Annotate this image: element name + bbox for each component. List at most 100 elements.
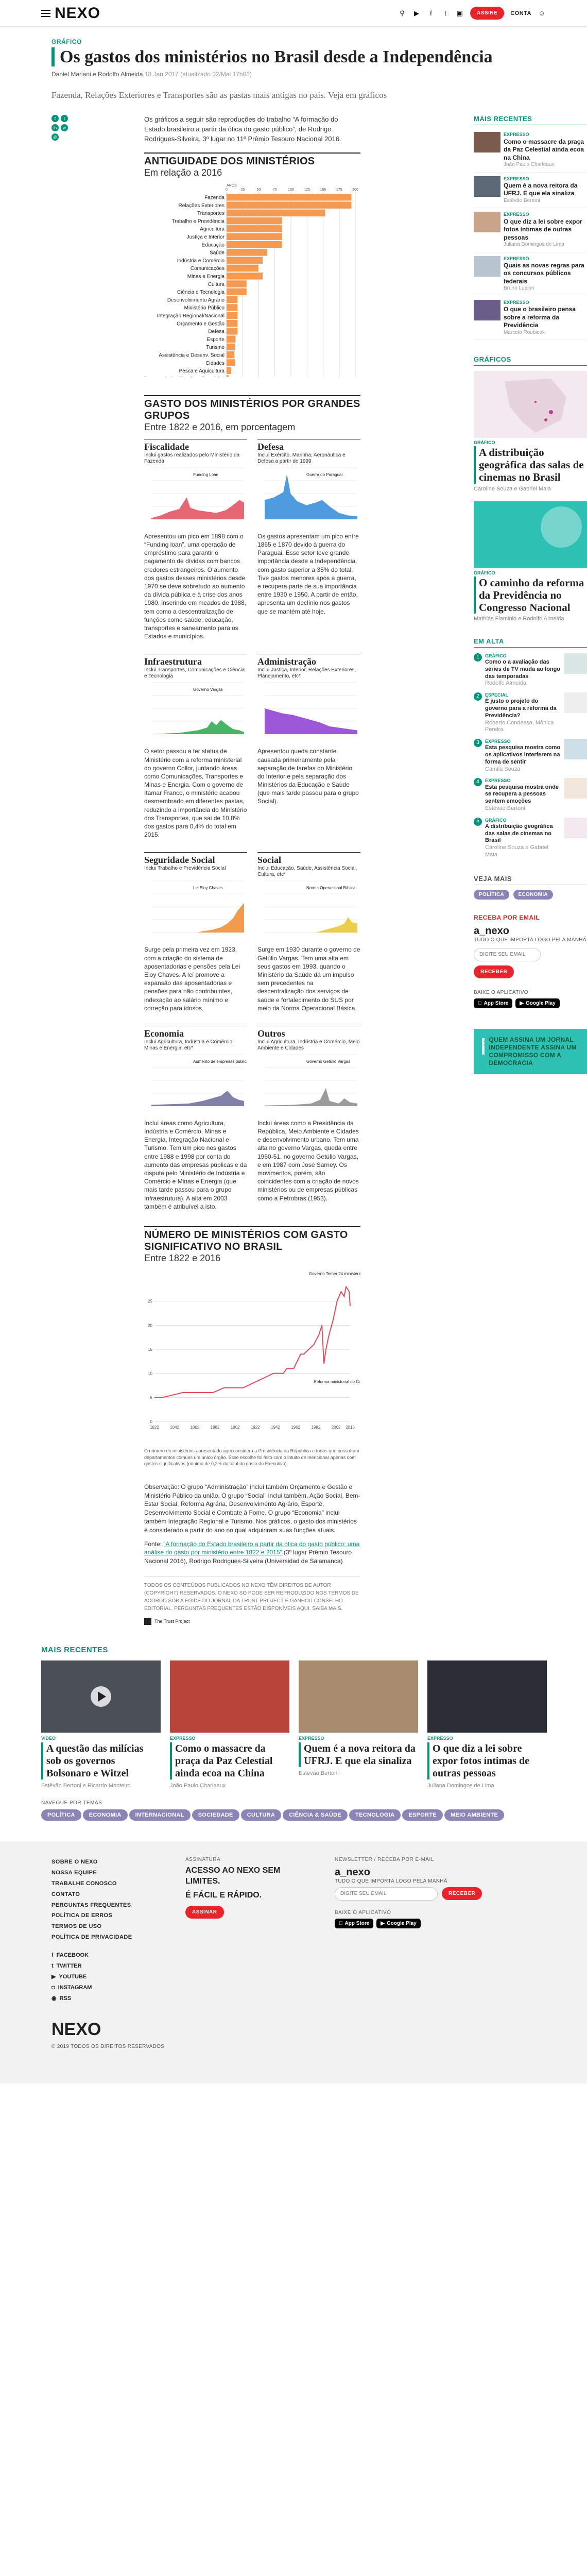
group-title: Economia bbox=[144, 1025, 247, 1039]
alta-item[interactable]: 5 GRÁFICO A distribuição geográfica das sa… bbox=[474, 815, 587, 861]
item-kicker: EXPRESSO bbox=[504, 132, 529, 138]
x-tick-label: 1842 bbox=[170, 1425, 179, 1430]
tag-economia[interactable]: ECONOMIA bbox=[513, 889, 553, 900]
alta-item[interactable]: 1 GRÁFICO Como o a avaliação das séries de… bbox=[474, 651, 587, 690]
footer-subscribe-button[interactable]: ASSINAR bbox=[185, 1906, 224, 1919]
newsletter-logo-text: a_nexo bbox=[474, 925, 509, 937]
groups-row: Seguridade Social Inclui Trabalho e Previ… bbox=[144, 852, 360, 1012]
group-chart: Governo Vargas bbox=[151, 682, 244, 735]
subscribe-promo[interactable]: QUEM ASSINA UM JORNAL INDEPENDENTE ASSIN… bbox=[474, 1028, 587, 1074]
footer-link[interactable]: TRABALHE CONOSCO bbox=[51, 1880, 117, 1887]
footer-social-label: TWITTER bbox=[56, 1962, 82, 1969]
topic-tag[interactable]: MEIO AMBIENTE bbox=[444, 1809, 505, 1821]
bar bbox=[227, 343, 235, 351]
group-text: Inclui áreas como a Presidência da Repúb… bbox=[257, 1119, 359, 1202]
sidebar-recent-item[interactable]: EXPRESSO Quem é a nova reitora da UFRJ. E… bbox=[474, 173, 587, 209]
alta-item[interactable]: 2 ESPECIAL É justo o projeto do governo pa… bbox=[474, 690, 587, 736]
user-icon[interactable]: ☺ bbox=[538, 9, 545, 17]
youtube-icon[interactable]: ▶ bbox=[413, 9, 419, 17]
article-kicker[interactable]: GRÁFICO bbox=[51, 38, 82, 45]
footer-social-link[interactable]: t TWITTER bbox=[51, 1961, 154, 1972]
menu-icon[interactable] bbox=[41, 9, 50, 17]
sidebar-grafico-item[interactable]: GRÁFICO A distribuição geográfica das sal… bbox=[474, 371, 587, 492]
item-kicker: EXPRESSO bbox=[504, 256, 529, 261]
topic-tag[interactable]: POLÍTICA bbox=[41, 1809, 81, 1821]
footer-app-store-badge[interactable]: App Store bbox=[335, 1918, 374, 1928]
item-author: Juliana Domingos de Lima bbox=[504, 242, 564, 248]
share-email-icon[interactable]: @ bbox=[51, 133, 59, 141]
share-facebook-icon[interactable]: f bbox=[51, 115, 59, 123]
topic-tag[interactable]: INTERNACIONAL bbox=[129, 1809, 191, 1821]
footer-social-label: FACEBOOK bbox=[56, 1952, 89, 1959]
footer-social-link[interactable]: ◘ INSTAGRAM bbox=[51, 1982, 154, 1993]
newsletter-submit-button[interactable]: RECEBER bbox=[474, 965, 514, 978]
bar bbox=[227, 351, 234, 359]
footer-social-link[interactable]: ▶ YOUTUBE bbox=[51, 1972, 154, 1982]
facebook-icon[interactable]: f bbox=[430, 9, 432, 17]
footer-link[interactable]: POLÍTICA DE PRIVACIDADE bbox=[51, 1934, 132, 1941]
sidebar-recent-item[interactable]: EXPRESSO O que diz a lei sobre expor foto… bbox=[474, 208, 587, 252]
group-subtitle: Inclui gastos realizados pelo Ministério… bbox=[144, 452, 240, 464]
topic-tag[interactable]: CIÊNCIA & SAÚDE bbox=[283, 1809, 348, 1821]
group-title: Outros bbox=[257, 1025, 360, 1039]
site-logo[interactable]: NEXO bbox=[55, 5, 100, 22]
source-link[interactable]: “A formação do Estado brasileiro a parti… bbox=[144, 1540, 360, 1556]
rank-number: 4 bbox=[474, 778, 482, 787]
footer-link[interactable]: NOSSA EQUIPE bbox=[51, 1869, 97, 1876]
footer-nl-email-input[interactable] bbox=[335, 1887, 438, 1901]
group-card: Outros Inclui Agricultura, Indústria e Co… bbox=[257, 1025, 360, 1211]
sidebar-recent-item[interactable]: EXPRESSO O que o brasileiro pensa sobre a… bbox=[474, 296, 587, 341]
play-icon[interactable] bbox=[41, 1660, 161, 1733]
thumbnail-image bbox=[474, 132, 500, 153]
more-recent-card[interactable]: EXPRESSO O que diz a lei sobre expor foto… bbox=[427, 1660, 547, 1789]
bar bbox=[227, 201, 352, 209]
topic-tag[interactable]: CULTURA bbox=[240, 1809, 282, 1821]
tag-politica[interactable]: POLÍTICA bbox=[474, 889, 510, 900]
google-play-badge[interactable]: ▶ Google Play bbox=[515, 998, 560, 1008]
footer-link[interactable]: CONTATO bbox=[51, 1891, 80, 1897]
topic-tag[interactable]: TECNOLOGIA bbox=[349, 1809, 401, 1821]
sidebar-grafico-item[interactable]: GRÁFICO O caminho da reforma da Previdênc… bbox=[474, 501, 587, 622]
more-recent-card[interactable]: VÍDEO A questão das milícias sob os gover… bbox=[41, 1660, 161, 1789]
twitter-icon[interactable]: t bbox=[444, 9, 446, 17]
y-tick-label: 25 bbox=[148, 1299, 152, 1304]
footer-link[interactable]: TERMOS DE USO bbox=[51, 1923, 102, 1930]
topic-tag[interactable]: ECONOMIA bbox=[82, 1809, 128, 1821]
share-twitter-icon[interactable]: t bbox=[61, 115, 68, 123]
sidebar-recent-item[interactable]: EXPRESSO Quais as novas regras para os co… bbox=[474, 252, 587, 296]
x-tick-label: 1862 bbox=[190, 1425, 199, 1430]
footer-social-link[interactable]: ◉ RSS bbox=[51, 1993, 154, 2004]
sidebar-recent-item[interactable]: EXPRESSO Como o massacre da praça da Paz … bbox=[474, 128, 587, 173]
more-recent-card[interactable]: EXPRESSO Quem é a nova reitora da UFRJ. E… bbox=[299, 1660, 418, 1789]
alta-item[interactable]: 3 EXPRESSO Esta pesquisa mostra como os ap… bbox=[474, 736, 587, 775]
footer-google-play-badge[interactable]: ▶ Google Play bbox=[376, 1918, 421, 1928]
category-label: Turismo bbox=[206, 345, 225, 350]
y-tick-label: 10 bbox=[148, 1371, 152, 1376]
author[interactable]: Daniel Mariani e Rodolfo Almeida bbox=[51, 71, 143, 78]
footer-logo-text: NEXO bbox=[51, 2019, 101, 2039]
topic-tag[interactable]: ESPORTE bbox=[402, 1809, 443, 1821]
trust-project-badge[interactable]: The Trust Project bbox=[144, 1617, 360, 1625]
subscribe-button[interactable]: ASSINE bbox=[470, 7, 505, 20]
item-author: Bruno Lupion bbox=[504, 285, 534, 292]
footer-nl-submit-button[interactable]: RECEBER bbox=[442, 1887, 482, 1901]
footer-link[interactable]: SOBRE O NEXO bbox=[51, 1858, 98, 1865]
footer-link[interactable]: POLÍTICA DE ERROS bbox=[51, 1912, 113, 1919]
search-icon[interactable]: ⚲ bbox=[400, 9, 405, 17]
more-recent-card[interactable]: EXPRESSO Como o massacre da praça da Paz … bbox=[170, 1660, 289, 1789]
site-footer: SOBRE O NEXO NOSSA EQUIPE TRABALHE CONOSCO… bbox=[0, 1841, 587, 2083]
share-linkedin-icon[interactable]: in bbox=[51, 124, 59, 132]
footer-logo[interactable]: NEXO bbox=[51, 2020, 536, 2040]
category-label: Pesca e Aquicultura bbox=[179, 368, 225, 374]
footer-social-link[interactable]: f FACEBOOK bbox=[51, 1950, 154, 1961]
newsletter-email-input[interactable] bbox=[474, 947, 541, 961]
alta-item[interactable]: 4 EXPRESSO Esta pesquisa mostra onde se re… bbox=[474, 775, 587, 815]
share-whatsapp-icon[interactable]: w bbox=[61, 124, 68, 132]
account-link[interactable]: CONTA bbox=[510, 10, 531, 16]
footer-link[interactable]: PERGUNTAS FREQUENTES bbox=[51, 1902, 131, 1908]
instagram-icon[interactable]: ▣ bbox=[456, 9, 463, 17]
topic-tag[interactable]: SOCIEDADE bbox=[192, 1809, 239, 1821]
sidebar-recent-text: EXPRESSO Como o massacre da praça da Paz … bbox=[504, 132, 587, 168]
alta-text: ESPECIAL É justo o projeto do governo par… bbox=[485, 692, 561, 734]
app-store-badge[interactable]: App Store bbox=[474, 998, 513, 1008]
